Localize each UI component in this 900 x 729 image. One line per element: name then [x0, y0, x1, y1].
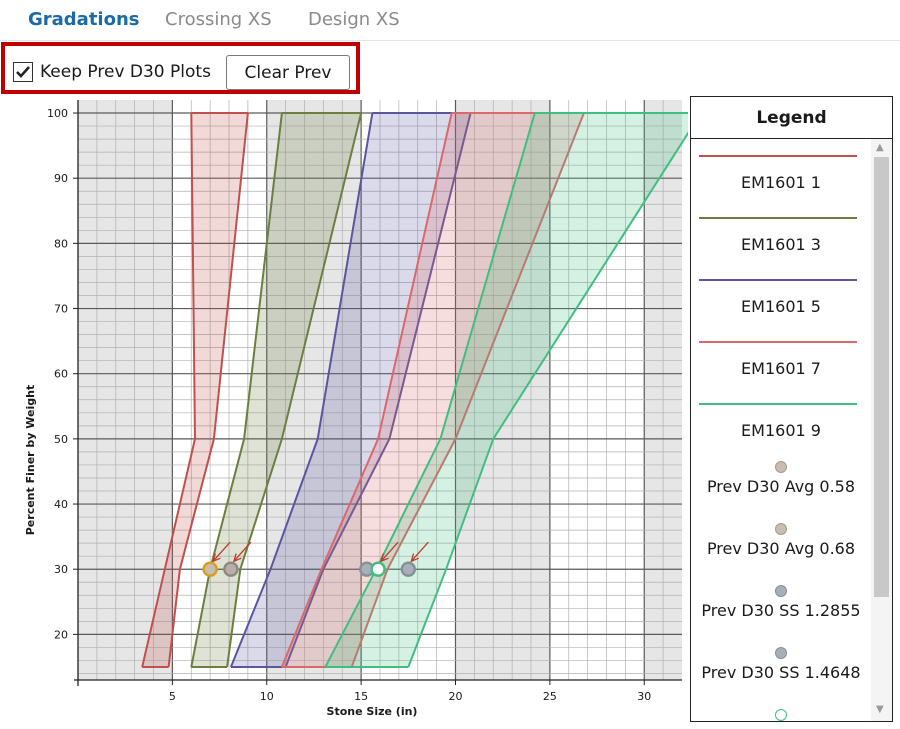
legend-scrollbar[interactable]: ▲ ▼: [871, 139, 892, 721]
series-band-3: [230, 113, 471, 667]
y-tick-label: 20: [54, 628, 68, 641]
shade-band: [78, 100, 173, 680]
checkmark-icon: [16, 66, 30, 78]
d30-point-2: [223, 561, 239, 577]
series-upper-line-5: [407, 131, 688, 668]
series-lower-line-4: [280, 112, 453, 668]
y-tick-label: 60: [54, 368, 68, 381]
series-band-5: [325, 113, 688, 667]
pointer-arrow-1: [212, 541, 231, 562]
pointer-arrowhead-5: [410, 553, 419, 563]
series-upper-line-2: [226, 112, 363, 668]
y-axis-label: Percent Finer by Weight: [24, 385, 37, 536]
legend-item-label: Prev D30 Avg 0.58: [706, 477, 856, 496]
chart-axes: 5 10 15 20 25 30 20 30 40 50 60 70 80 90 100: [47, 100, 682, 703]
shade-band: [455, 100, 550, 680]
chart-points-layer: [202, 541, 429, 577]
legend-swatch-dot: [775, 585, 787, 597]
y-tick-label: 50: [54, 433, 68, 446]
x-tick-label: 10: [260, 690, 274, 703]
tab-bar: Gradations Crossing XS Design XS: [0, 0, 900, 40]
legend-title: Legend: [691, 97, 892, 139]
pointer-arrowhead-4: [380, 553, 389, 563]
tab-design-xs[interactable]: Design XS: [308, 9, 400, 30]
series-band-4: [281, 113, 584, 667]
d30-point-5: [400, 561, 417, 577]
x-axis-label: Stone Size (in): [327, 705, 418, 718]
y-tick-label: 40: [54, 498, 68, 511]
series-upper-line-1: [167, 112, 249, 668]
legend-swatch-line: [699, 279, 857, 281]
pointer-arrow-5: [410, 541, 429, 562]
scroll-thumb[interactable]: [874, 157, 889, 597]
legend-swatch-line: [699, 155, 857, 157]
toolbar-highlight-box: [1, 42, 360, 94]
legend-swatch-dot: [775, 709, 787, 721]
scroll-up-icon[interactable]: ▲: [876, 142, 884, 153]
series-lower-line-5: [324, 112, 536, 668]
pointer-arrowhead-1: [212, 553, 221, 563]
y-tick-label: 30: [54, 563, 68, 576]
series-upper-line-3: [284, 112, 472, 668]
legend-item-label: EM1601 7: [741, 359, 821, 378]
series-lower-line-2: [190, 112, 283, 668]
tab-divider: [0, 40, 900, 41]
x-tick-label: 25: [543, 690, 557, 703]
legend-swatch-dot: [775, 461, 787, 473]
legend-swatch-line: [699, 217, 857, 219]
series-band-2: [191, 113, 362, 667]
pointer-arrowhead-2: [232, 553, 242, 563]
x-tick-label: 20: [449, 690, 463, 703]
x-tick-label: 30: [637, 690, 651, 703]
series-lower-line-1: [141, 112, 197, 668]
x-tick-label: 15: [354, 690, 368, 703]
clear-prev-button[interactable]: Clear Prev: [226, 55, 350, 90]
gradation-chart: 5 10 15 20 25 30 20 30 40 50 60 70 80 90 100 Stone Siz…: [24, 100, 688, 718]
chart-series-layer: [141, 112, 688, 668]
keep-prev-checkbox[interactable]: [13, 62, 33, 82]
legend-item-label: Prev D30 SS 1.4648: [701, 663, 861, 682]
y-tick-label: 90: [54, 172, 68, 185]
x-tick-label: 5: [169, 690, 176, 703]
legend-item-label: Prev D30 Avg 0.68: [706, 539, 856, 558]
keep-prev-label: Keep Prev D30 Plots: [40, 62, 211, 82]
y-tick-label: 80: [54, 237, 68, 250]
legend-swatch-line: [699, 403, 857, 405]
chart-grid: [78, 100, 682, 680]
legend-item-label: EM1601 3: [741, 235, 821, 254]
y-tick-label: 100: [47, 107, 68, 120]
legend-swatch-dot: [775, 523, 787, 535]
pointer-arrow-4: [380, 541, 399, 562]
legend-swatch-line: [699, 341, 857, 343]
legend-item-label: EM1601 1: [741, 173, 821, 192]
d30-point-4: [370, 561, 386, 577]
tab-gradations[interactable]: Gradations: [28, 9, 140, 30]
legend-item-label: EM1601 9: [741, 421, 821, 440]
legend-swatch-dot: [775, 647, 787, 659]
d30-point-1: [202, 561, 218, 577]
legend-item-label: Prev D30 SS 1.2855: [701, 601, 861, 620]
y-tick-label: 70: [54, 303, 68, 316]
scroll-down-icon[interactable]: ▼: [876, 704, 884, 715]
series-lower-line-3: [229, 112, 374, 668]
shade-band: [266, 100, 362, 680]
tab-crossing-xs[interactable]: Crossing XS: [165, 9, 272, 30]
legend-item-label: EM1601 5: [741, 297, 821, 316]
legend-list: EM1601 1 EM1601 3 EM1601 5 EM1601 7 EM1601 9…: [691, 139, 871, 721]
series-upper-line-4: [350, 112, 585, 668]
pointer-arrow-2: [233, 541, 252, 562]
